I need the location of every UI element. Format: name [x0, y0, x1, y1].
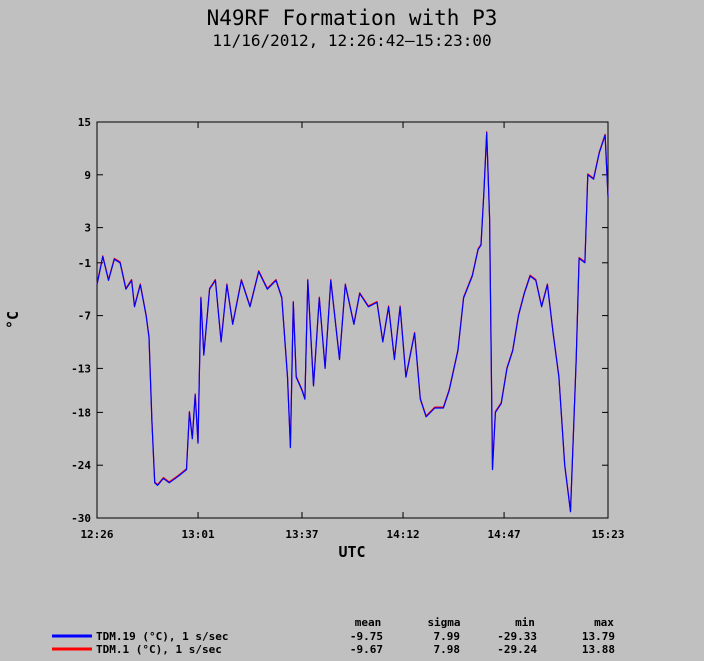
stat-max-series-2: 13.88: [582, 643, 615, 656]
x-tick-label: 14:12: [386, 528, 419, 541]
x-tick-label: 14:47: [488, 528, 521, 541]
x-axis: 12:26 13:01 13:37 14:12 14:47 15:23: [80, 122, 625, 541]
stat-sigma-series-2: 7.98: [434, 643, 461, 656]
x-axis-label: UTC: [338, 543, 365, 561]
x-tick-label: 13:37: [285, 528, 318, 541]
y-tick-label: -13: [71, 362, 91, 375]
x-tick-label: 15:23: [591, 528, 624, 541]
stat-mean-series-1: -9.75: [350, 630, 383, 643]
y-tick-label: 9: [84, 169, 91, 182]
stats-header-min: min: [515, 616, 535, 629]
stat-min-series-1: -29.33: [497, 630, 537, 643]
stats-header-sigma: sigma: [427, 616, 460, 629]
plot-area: [96, 121, 609, 519]
stats-header-mean: mean: [355, 616, 382, 629]
chart-title: N49RF Formation with P3: [207, 6, 498, 30]
stat-min-series-2: -29.24: [497, 643, 537, 656]
y-tick-label: -30: [71, 512, 91, 525]
legend-label-series-1: TDM.19 (°C), 1 s/sec: [96, 630, 228, 643]
series-line-1: [96, 132, 609, 513]
y-tick-label: -7: [78, 310, 91, 323]
y-tick-label: 3: [84, 222, 91, 235]
legend: mean sigma min max TDM.19 (°C), 1 s/sec …: [52, 616, 615, 656]
series-lines: [96, 131, 609, 513]
stat-sigma-series-1: 7.99: [434, 630, 461, 643]
x-tick-label: 12:26: [80, 528, 113, 541]
y-tick-label: -24: [71, 459, 91, 472]
chart-subtitle: 11/16/2012, 12:26:42–15:23:00: [212, 31, 491, 50]
y-axis: 15 9 3 -1 -7 -13 -18 -24 -30: [71, 116, 608, 525]
y-tick-label: 15: [78, 116, 91, 129]
stat-max-series-1: 13.79: [582, 630, 615, 643]
y-tick-label: -1: [78, 257, 92, 270]
series-line-2: [96, 131, 609, 512]
stats-header-max: max: [594, 616, 614, 629]
legend-label-series-2: TDM.1 (°C), 1 s/sec: [96, 643, 222, 656]
y-axis-label: °C: [4, 311, 22, 329]
y-tick-label: -18: [71, 406, 91, 419]
stat-mean-series-2: -9.67: [350, 643, 383, 656]
x-tick-label: 13:01: [181, 528, 214, 541]
